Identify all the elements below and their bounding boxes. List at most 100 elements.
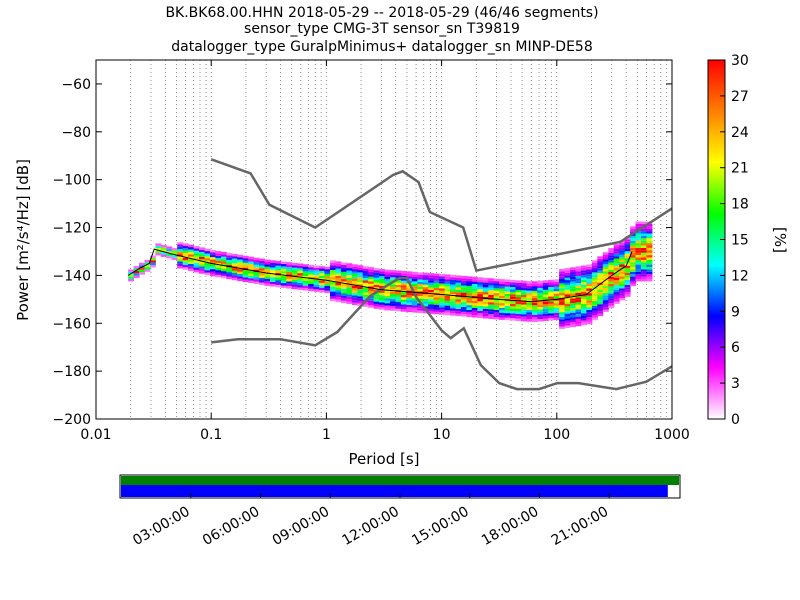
psd-cell xyxy=(204,253,211,256)
psd-cell xyxy=(591,305,598,309)
psd-cell xyxy=(635,274,642,277)
psd-cell xyxy=(602,304,609,308)
psd-cell xyxy=(455,282,462,285)
psd-cell xyxy=(340,274,347,277)
psd-cell xyxy=(477,286,484,290)
psd-cell xyxy=(379,273,386,277)
psd-cell xyxy=(542,311,549,314)
psd-cell xyxy=(477,279,484,283)
psd-cell xyxy=(559,276,566,279)
psd-cell xyxy=(286,286,293,289)
psd-cell xyxy=(428,280,435,283)
psd-cell xyxy=(335,297,342,300)
psd-cell xyxy=(646,276,653,279)
psd-cell xyxy=(182,248,189,251)
psd-cell xyxy=(340,295,347,299)
y-tick-label: −80 xyxy=(61,125,91,141)
psd-cell xyxy=(390,284,396,287)
psd-cell xyxy=(482,311,489,314)
psd-cell xyxy=(270,262,276,266)
psd-cell xyxy=(602,302,609,305)
psd-cell xyxy=(499,312,506,316)
psd-cell xyxy=(373,275,380,278)
psd-cell xyxy=(395,301,402,305)
psd-cell xyxy=(319,275,326,279)
psd-cell xyxy=(591,301,598,304)
psd-cell xyxy=(542,282,549,286)
psd-cell xyxy=(368,300,375,303)
psd-cell xyxy=(613,253,620,257)
psd-cell xyxy=(340,283,347,287)
psd-cell xyxy=(641,264,647,267)
psd-cell xyxy=(215,272,222,275)
psd-cell xyxy=(477,282,484,285)
psd-cell xyxy=(521,292,527,295)
psd-cell xyxy=(493,312,500,315)
psd-cell xyxy=(581,267,587,271)
psd-cell xyxy=(362,287,369,291)
psd-cell xyxy=(379,297,386,301)
psd-cell xyxy=(384,291,391,294)
psd-cell xyxy=(531,286,538,289)
psd-cell xyxy=(586,314,593,318)
psd-cell xyxy=(602,280,609,284)
psd-cell xyxy=(564,299,571,302)
psd-cell xyxy=(471,281,478,284)
psd-cell xyxy=(597,270,604,274)
psd-cell xyxy=(602,309,609,312)
psd-cell xyxy=(597,308,604,312)
psd-cell xyxy=(515,318,522,321)
psd-cell xyxy=(460,297,467,300)
psd-cell xyxy=(531,283,538,287)
psd-cell xyxy=(390,306,396,309)
psd-cell xyxy=(477,289,484,292)
psd-cell xyxy=(548,289,555,292)
psd-cell xyxy=(450,282,456,285)
psd-cell xyxy=(177,249,184,252)
psd-cell xyxy=(635,226,642,229)
psd-cell xyxy=(635,264,642,267)
psd-cell xyxy=(537,316,544,320)
psd-cell xyxy=(351,295,358,298)
psd-cell xyxy=(455,287,462,290)
psd-cell xyxy=(531,307,538,311)
psd-cell xyxy=(204,267,211,271)
colorbar-tick-label: 27 xyxy=(731,89,749,105)
psd-cell xyxy=(395,280,402,283)
psd-cell xyxy=(193,250,200,254)
psd-cell xyxy=(471,308,478,311)
psd-cell xyxy=(641,276,647,279)
psd-cell xyxy=(493,302,500,306)
psd-cell xyxy=(570,288,577,292)
psd-cell xyxy=(515,311,522,314)
psd-cell xyxy=(357,277,364,280)
psd-cell xyxy=(264,276,271,279)
psd-cell xyxy=(608,293,615,296)
psd-cell xyxy=(231,270,238,273)
psd-cell xyxy=(553,317,560,320)
psd-cell xyxy=(466,283,473,286)
psd-cell xyxy=(586,283,593,286)
x-axis-label: Period [s] xyxy=(348,450,419,468)
psd-cell xyxy=(444,312,451,316)
psd-cell xyxy=(439,309,446,313)
psd-cell xyxy=(602,300,609,303)
psd-cell xyxy=(433,302,440,305)
psd-cell xyxy=(510,301,516,304)
psd-cell xyxy=(406,292,413,296)
psd-cell xyxy=(286,267,293,270)
psd-cell xyxy=(351,293,358,296)
psd-cell xyxy=(319,290,326,293)
psd-cell xyxy=(521,319,527,322)
psd-cell xyxy=(242,255,249,259)
psd-cell xyxy=(188,247,195,250)
psd-cell xyxy=(220,252,227,255)
psd-cell xyxy=(291,270,298,273)
psd-cell xyxy=(237,274,244,277)
psd-cell xyxy=(330,267,336,270)
psd-cell xyxy=(439,274,446,277)
psd-cell xyxy=(324,269,331,272)
psd-cell xyxy=(357,301,364,304)
psd-cell xyxy=(564,306,571,309)
psd-cell xyxy=(286,271,293,275)
